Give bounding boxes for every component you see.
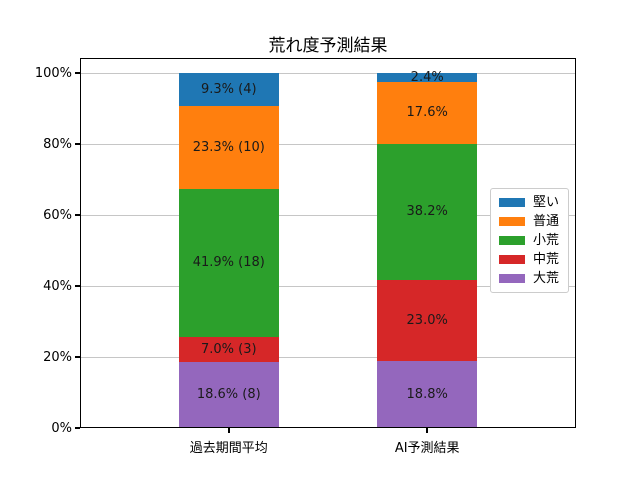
bar-segment: 7.0% (3): [178, 337, 279, 362]
legend-swatch-icon: [499, 217, 525, 226]
bar-segment: 18.8%: [377, 361, 478, 428]
x-tick-label: 過去期間平均: [189, 441, 268, 456]
bar-segment: 38.2%: [377, 143, 478, 280]
gridline: [80, 356, 576, 358]
bar-segment: 41.9% (18): [178, 188, 279, 338]
segment-label: 41.9% (18): [192, 255, 265, 271]
y-tick-mark: [75, 356, 80, 358]
segment-label: 17.6%: [406, 105, 448, 121]
y-tick-mark: [75, 214, 80, 216]
data-area: 9.3% (4) 23.3% (10) 41.9% (18) 7.0% (3) 18.6…: [80, 69, 576, 428]
segment-label: 38.2%: [406, 204, 448, 220]
gridline: [80, 285, 576, 287]
segment-label: 18.6% (8): [196, 387, 261, 403]
legend-item: 中荒: [499, 253, 560, 266]
bar-segment: 23.0%: [377, 279, 478, 362]
bar-segment: 17.6%: [377, 81, 478, 144]
segment-label: 23.3% (10): [192, 139, 265, 155]
bar-segment: 9.3% (4): [178, 73, 279, 106]
gridline: [80, 143, 576, 145]
y-tick-label: 80%: [43, 137, 72, 152]
legend-item: 堅い: [499, 196, 560, 209]
y-tick-mark: [75, 143, 80, 145]
y-tick-label: 0%: [51, 421, 72, 436]
legend-item: 普通: [499, 215, 560, 228]
bar-history: 9.3% (4) 23.3% (10) 41.9% (18) 7.0% (3) 18.6…: [178, 73, 279, 428]
bar-segment: 18.6% (8): [178, 362, 279, 428]
chart-title: 荒れ度予測結果: [268, 36, 388, 56]
x-tick-mark: [228, 428, 230, 433]
legend: 堅い普通小荒中荒大荒: [490, 188, 569, 293]
segment-label: 2.4%: [410, 69, 444, 85]
legend-swatch-icon: [499, 236, 525, 245]
segment-label: 18.8%: [406, 387, 448, 403]
x-tick-label: AI予測結果: [394, 441, 460, 456]
plot-area: 9.3% (4) 23.3% (10) 41.9% (18) 7.0% (3) 18.6…: [80, 58, 576, 428]
legend-swatch-icon: [499, 255, 525, 264]
legend-swatch-icon: [499, 274, 525, 283]
legend-label: 普通: [533, 214, 560, 229]
legend-label: 堅い: [533, 195, 560, 210]
y-tick-label: 60%: [43, 208, 72, 223]
bar-segment: 23.3% (10): [178, 105, 279, 189]
legend-item: 大荒: [499, 272, 560, 285]
legend-swatch-icon: [499, 198, 525, 207]
legend-item: 小荒: [499, 234, 560, 247]
y-tick-label: 100%: [34, 66, 72, 81]
x-tick-mark: [426, 428, 428, 433]
gridline: [80, 214, 576, 216]
legend-label: 小荒: [533, 233, 560, 248]
y-tick-mark: [75, 427, 80, 429]
legend-label: 中荒: [533, 252, 560, 267]
y-tick-label: 40%: [43, 279, 72, 294]
gridline: [80, 72, 576, 74]
segment-label: 9.3% (4): [201, 81, 257, 97]
legend-label: 大荒: [533, 271, 560, 286]
y-tick-label: 20%: [43, 350, 72, 365]
bar-segment: 2.4%: [377, 69, 478, 85]
y-tick-mark: [75, 72, 80, 74]
y-tick-mark: [75, 285, 80, 287]
segment-label: 7.0% (3): [201, 342, 257, 358]
bar-ai-forecast: 2.4% 17.6% 38.2% 23.0% 18.8%: [377, 69, 478, 428]
segment-label: 23.0%: [406, 312, 448, 328]
